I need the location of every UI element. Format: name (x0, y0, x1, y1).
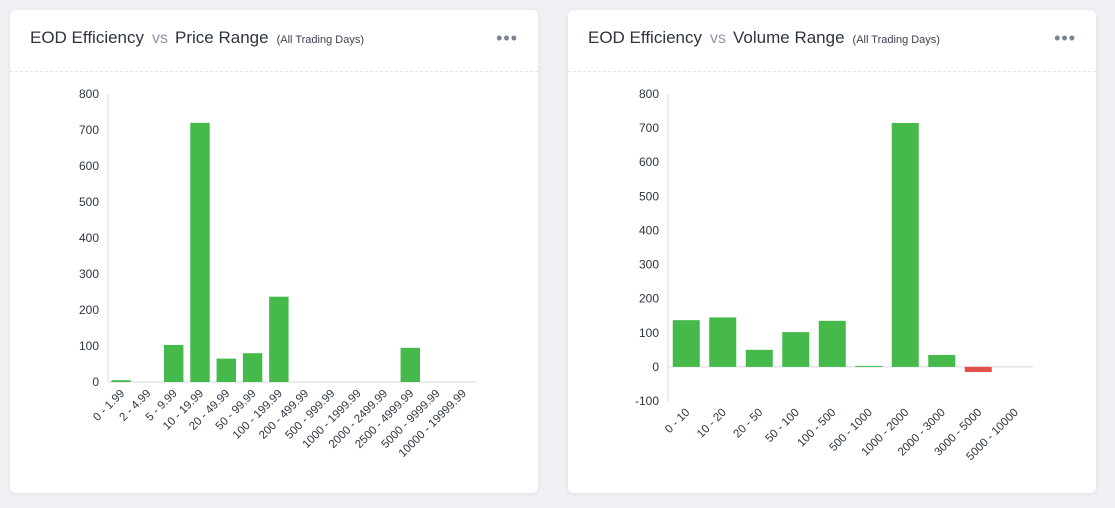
bar[interactable] (672, 320, 700, 367)
bar[interactable] (190, 122, 210, 383)
y-tick-label: 200 (639, 292, 659, 306)
y-tick-label: 100 (639, 326, 659, 340)
y-tick-label: 600 (79, 159, 99, 173)
y-tick-label: 500 (79, 195, 99, 209)
bar[interactable] (891, 122, 919, 367)
y-tick-label: 400 (79, 231, 99, 245)
y-tick-label: 400 (639, 223, 659, 237)
y-tick-label: 800 (79, 87, 99, 101)
y-tick-label: 500 (639, 189, 659, 203)
title-vs: vs (152, 30, 169, 47)
title-metric: Volume Range (733, 28, 845, 47)
y-tick-label: 700 (639, 121, 659, 135)
title-subtitle: (All Trading Days) (852, 34, 940, 46)
y-tick-label: 300 (639, 258, 659, 272)
more-horizontal-icon[interactable]: ••• (496, 28, 518, 48)
card-title: EOD Efficiency vs Volume Range (All Trading… (588, 28, 940, 48)
bar[interactable] (745, 349, 773, 367)
card-header: EOD Efficiency vs Volume Range (All Trading… (568, 10, 1096, 72)
bar[interactable] (709, 317, 737, 367)
card-title: EOD Efficiency vs Price Range (All Trading … (30, 28, 364, 48)
bar[interactable] (855, 365, 883, 367)
x-tick-label: 20 - 50 (732, 407, 766, 441)
y-tick-label: 200 (79, 303, 99, 317)
y-tick-label: 100 (79, 339, 99, 353)
card-header: EOD Efficiency vs Price Range (All Trading … (10, 10, 538, 72)
y-tick-label: 800 (639, 87, 659, 101)
bar[interactable] (242, 353, 263, 382)
title-metric: Price Range (175, 28, 269, 47)
title-subtitle: (All Trading Days) (276, 34, 364, 46)
bar[interactable] (111, 380, 131, 382)
bar[interactable] (216, 358, 237, 382)
y-tick-label: 0 (92, 375, 99, 389)
y-tick-label: -100 (635, 394, 659, 408)
volume-range-card: EOD Efficiency vs Volume Range (All Trading… (568, 10, 1096, 493)
bar[interactable] (928, 354, 956, 367)
bar[interactable] (818, 320, 846, 367)
title-main: EOD Efficiency (588, 28, 703, 47)
x-tick-label: 0 - 10 (663, 407, 692, 436)
title-main: EOD Efficiency (30, 28, 145, 47)
price-range-card: EOD Efficiency vs Price Range (All Trading … (10, 10, 538, 493)
y-tick-label: 700 (79, 123, 99, 137)
bar[interactable] (782, 332, 810, 367)
y-tick-label: 300 (79, 267, 99, 281)
title-vs: vs (710, 30, 727, 47)
y-tick-label: 600 (639, 155, 659, 169)
more-horizontal-icon[interactable]: ••• (1054, 28, 1076, 48)
y-tick-label: 0 (652, 360, 659, 374)
bar[interactable] (163, 344, 184, 382)
bar[interactable] (400, 347, 421, 382)
x-tick-label: 10 - 20 (695, 407, 729, 441)
volume-range-bar-chart: -100 0 100 200 300 400 500 600 700 800 0 - 10 10 - … (635, 87, 1033, 463)
bar[interactable] (269, 296, 289, 382)
bar[interactable] (964, 366, 992, 373)
